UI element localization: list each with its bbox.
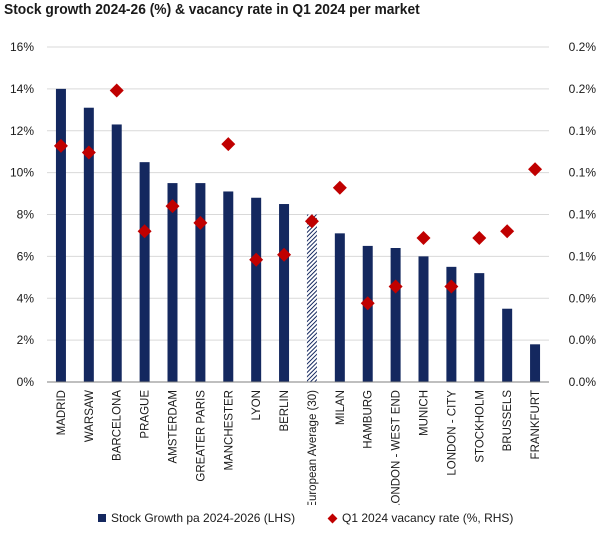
legend: Stock Growth pa 2024-2026 (LHS) Q1 2024 …	[0, 509, 603, 529]
y-tick-label-right: 0.2%	[569, 40, 597, 54]
x-tick-label: MADRID	[56, 390, 68, 435]
marker-point	[500, 224, 515, 239]
chart-plot: 0%2%4%6%8%10%12%14%16% 0.0%0.0%0.0%0.1%0…	[10, 40, 597, 505]
gridlines	[47, 46, 549, 341]
marker-point	[304, 214, 319, 229]
bar	[418, 256, 429, 382]
bar-series	[55, 88, 541, 382]
legend-item-vacancy-rate: Q1 2024 vacancy rate (%, RHS)	[327, 511, 514, 525]
y-tick-label-left: 4%	[17, 291, 35, 305]
x-tick-label: FRANKFURT	[530, 390, 542, 459]
marker-point	[332, 180, 347, 195]
bar	[83, 107, 94, 382]
bar	[306, 214, 317, 382]
bar	[446, 266, 457, 382]
y-tick-label-right: 0.1%	[569, 166, 597, 180]
y-tick-label-left: 2%	[17, 333, 35, 347]
marker-point	[165, 199, 180, 214]
marker-point	[528, 162, 543, 177]
bar	[502, 308, 513, 382]
bar	[223, 191, 234, 382]
bar	[195, 183, 206, 382]
y-tick-label-right: 0.1%	[569, 249, 597, 263]
bar	[279, 204, 290, 382]
bar	[251, 197, 262, 382]
x-axis-labels: MADRID WARSAW BARCELONA PRAGUE AMSTERDAM GREA…	[56, 390, 542, 505]
bar	[55, 88, 66, 382]
y-tick-label-right: 0.0%	[569, 375, 597, 389]
marker-point	[53, 138, 68, 153]
y-tick-label-left: 10%	[10, 166, 34, 180]
y-tick-label-right: 0.0%	[569, 291, 597, 305]
bar	[530, 344, 541, 382]
x-tick-label: LONDON - CITY	[446, 390, 458, 476]
bar	[111, 124, 122, 382]
x-tick-label: AMSTERDAM	[168, 390, 180, 463]
bar	[167, 183, 178, 382]
bar	[362, 245, 373, 382]
x-tick-label: PRAGUE	[140, 390, 152, 439]
x-tick-label: LYON	[251, 390, 263, 420]
y-axis-left: 0% 2% 4% 6% 8% 10% 12% 14% 16%	[10, 40, 34, 389]
x-tick-label: HAMBURG	[363, 390, 375, 449]
marker-point	[277, 247, 292, 262]
legend-label-stock-growth: Stock Growth pa 2024-2026 (LHS)	[111, 511, 296, 525]
y-axis-right: 0.0% 0.0% 0.0% 0.1% 0.1% 0.1% 0.1% 0.2% 0.2%	[569, 40, 597, 389]
bar	[139, 162, 150, 382]
y-tick-label-right: 0.1%	[569, 124, 597, 138]
x-tick-label: MUNICH	[419, 390, 431, 436]
y-tick-label-left: 0%	[17, 375, 35, 389]
bar	[390, 248, 401, 382]
marker-point	[444, 279, 459, 294]
x-tick-label: BERLIN	[279, 390, 291, 432]
x-tick-label: LONDON - WEST END	[391, 390, 403, 505]
legend-item-stock-growth: Stock Growth pa 2024-2026 (LHS)	[98, 511, 295, 525]
marker-point	[416, 230, 431, 245]
y-tick-label-right: 0.1%	[569, 208, 597, 222]
y-tick-label-left: 14%	[10, 82, 34, 96]
bar	[474, 273, 485, 382]
marker-point	[137, 224, 152, 239]
marker-point	[472, 230, 487, 245]
x-tick-label: GREATER PARIS	[195, 390, 207, 482]
x-tick-label: MILAN	[335, 390, 347, 425]
x-tick-label: WARSAW	[84, 390, 96, 442]
marker-point	[249, 252, 264, 267]
y-tick-label-right: 0.2%	[569, 82, 597, 96]
marker-point	[81, 145, 96, 160]
marker-series	[53, 83, 543, 311]
legend-swatch-diamond	[327, 513, 338, 523]
legend-swatch-bar	[98, 514, 106, 522]
legend-label-vacancy-rate: Q1 2024 vacancy rate (%, RHS)	[342, 511, 514, 525]
marker-point	[221, 137, 236, 152]
marker-point	[360, 296, 375, 311]
y-tick-label-left: 6%	[17, 249, 35, 263]
x-tick-label: BRUSSELS	[502, 390, 514, 452]
x-tick-label: European Average (30)	[307, 390, 319, 505]
y-tick-label-left: 8%	[17, 208, 35, 222]
x-tick-label: MANCHESTER	[223, 390, 235, 471]
marker-point	[109, 83, 124, 98]
bar	[334, 233, 345, 382]
marker-point	[388, 279, 403, 294]
chart-title: Stock growth 2024-26 (%) & vacancy rate …	[4, 1, 420, 18]
y-tick-label-left: 16%	[10, 40, 34, 54]
y-tick-label-right: 0.0%	[569, 333, 597, 347]
y-tick-label-left: 12%	[10, 124, 34, 138]
x-tick-label: STOCKHOLM	[474, 390, 486, 463]
x-tick-label: BARCELONA	[112, 390, 124, 461]
marker-point	[193, 215, 208, 230]
